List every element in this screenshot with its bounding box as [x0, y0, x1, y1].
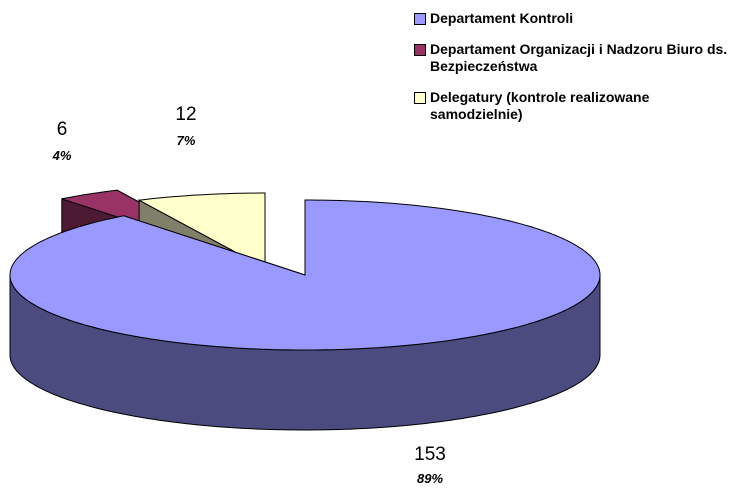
slice-top	[9, 199, 601, 351]
legend-label: Departament Kontroli	[430, 10, 574, 26]
percent-label: 4%	[52, 148, 72, 163]
legend-swatch	[414, 13, 426, 25]
value-label: 6	[57, 119, 68, 140]
percent-label: 89%	[417, 471, 443, 486]
legend-label: Delegatury (kontrole realizowane samodzi…	[430, 89, 650, 122]
value-label: 12	[175, 104, 196, 125]
legend-item: Departament Kontroli	[414, 10, 734, 27]
percent-label: 7%	[177, 133, 196, 148]
slice-top	[137, 192, 266, 269]
value-label: 153	[414, 444, 446, 465]
legend-item: Delegatury (kontrole realizowane samodzi…	[414, 89, 734, 123]
legend: Departament Kontroli Departament Organiza…	[414, 10, 734, 137]
legend-swatch	[414, 44, 426, 56]
legend-label: Departament Organizacji i Nadzoru Biuro …	[430, 41, 728, 74]
pie-slice	[9, 199, 601, 431]
legend-item: Departament Organizacji i Nadzoru Biuro …	[414, 41, 734, 75]
legend-swatch	[414, 92, 426, 104]
